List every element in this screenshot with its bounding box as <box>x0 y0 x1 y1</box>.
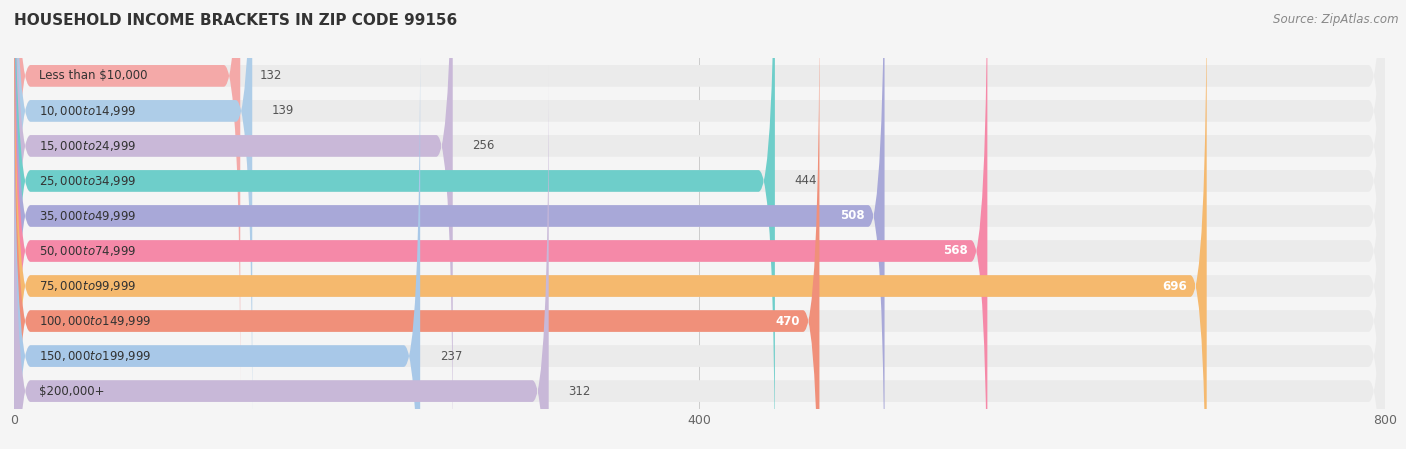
FancyBboxPatch shape <box>14 31 420 449</box>
Text: $50,000 to $74,999: $50,000 to $74,999 <box>39 244 136 258</box>
Text: $100,000 to $149,999: $100,000 to $149,999 <box>39 314 152 328</box>
FancyBboxPatch shape <box>14 0 1206 449</box>
FancyBboxPatch shape <box>14 0 820 449</box>
Text: 470: 470 <box>775 315 800 327</box>
FancyBboxPatch shape <box>14 0 884 449</box>
Text: Less than $10,000: Less than $10,000 <box>39 70 148 82</box>
FancyBboxPatch shape <box>14 66 1385 449</box>
FancyBboxPatch shape <box>14 0 1385 436</box>
FancyBboxPatch shape <box>14 0 1385 449</box>
FancyBboxPatch shape <box>14 0 1385 401</box>
Text: 132: 132 <box>260 70 283 82</box>
Text: 237: 237 <box>440 350 463 362</box>
Text: $200,000+: $200,000+ <box>39 385 104 397</box>
Text: 256: 256 <box>472 140 495 152</box>
Text: HOUSEHOLD INCOME BRACKETS IN ZIP CODE 99156: HOUSEHOLD INCOME BRACKETS IN ZIP CODE 99… <box>14 13 457 28</box>
Text: Source: ZipAtlas.com: Source: ZipAtlas.com <box>1274 13 1399 26</box>
FancyBboxPatch shape <box>14 0 252 436</box>
FancyBboxPatch shape <box>14 0 1385 449</box>
FancyBboxPatch shape <box>14 0 987 449</box>
Text: $15,000 to $24,999: $15,000 to $24,999 <box>39 139 136 153</box>
FancyBboxPatch shape <box>14 0 240 401</box>
FancyBboxPatch shape <box>14 0 1385 449</box>
Text: $150,000 to $199,999: $150,000 to $199,999 <box>39 349 152 363</box>
Text: 312: 312 <box>568 385 591 397</box>
Text: 568: 568 <box>943 245 967 257</box>
FancyBboxPatch shape <box>14 0 775 449</box>
FancyBboxPatch shape <box>14 0 1385 449</box>
Text: $10,000 to $14,999: $10,000 to $14,999 <box>39 104 136 118</box>
Text: $35,000 to $49,999: $35,000 to $49,999 <box>39 209 136 223</box>
Text: 508: 508 <box>841 210 865 222</box>
FancyBboxPatch shape <box>14 0 453 449</box>
Text: $75,000 to $99,999: $75,000 to $99,999 <box>39 279 136 293</box>
FancyBboxPatch shape <box>14 0 1385 449</box>
FancyBboxPatch shape <box>14 66 548 449</box>
Text: $25,000 to $34,999: $25,000 to $34,999 <box>39 174 136 188</box>
Text: 139: 139 <box>271 105 294 117</box>
FancyBboxPatch shape <box>14 31 1385 449</box>
Text: 444: 444 <box>794 175 817 187</box>
Text: 696: 696 <box>1163 280 1187 292</box>
FancyBboxPatch shape <box>14 0 1385 449</box>
